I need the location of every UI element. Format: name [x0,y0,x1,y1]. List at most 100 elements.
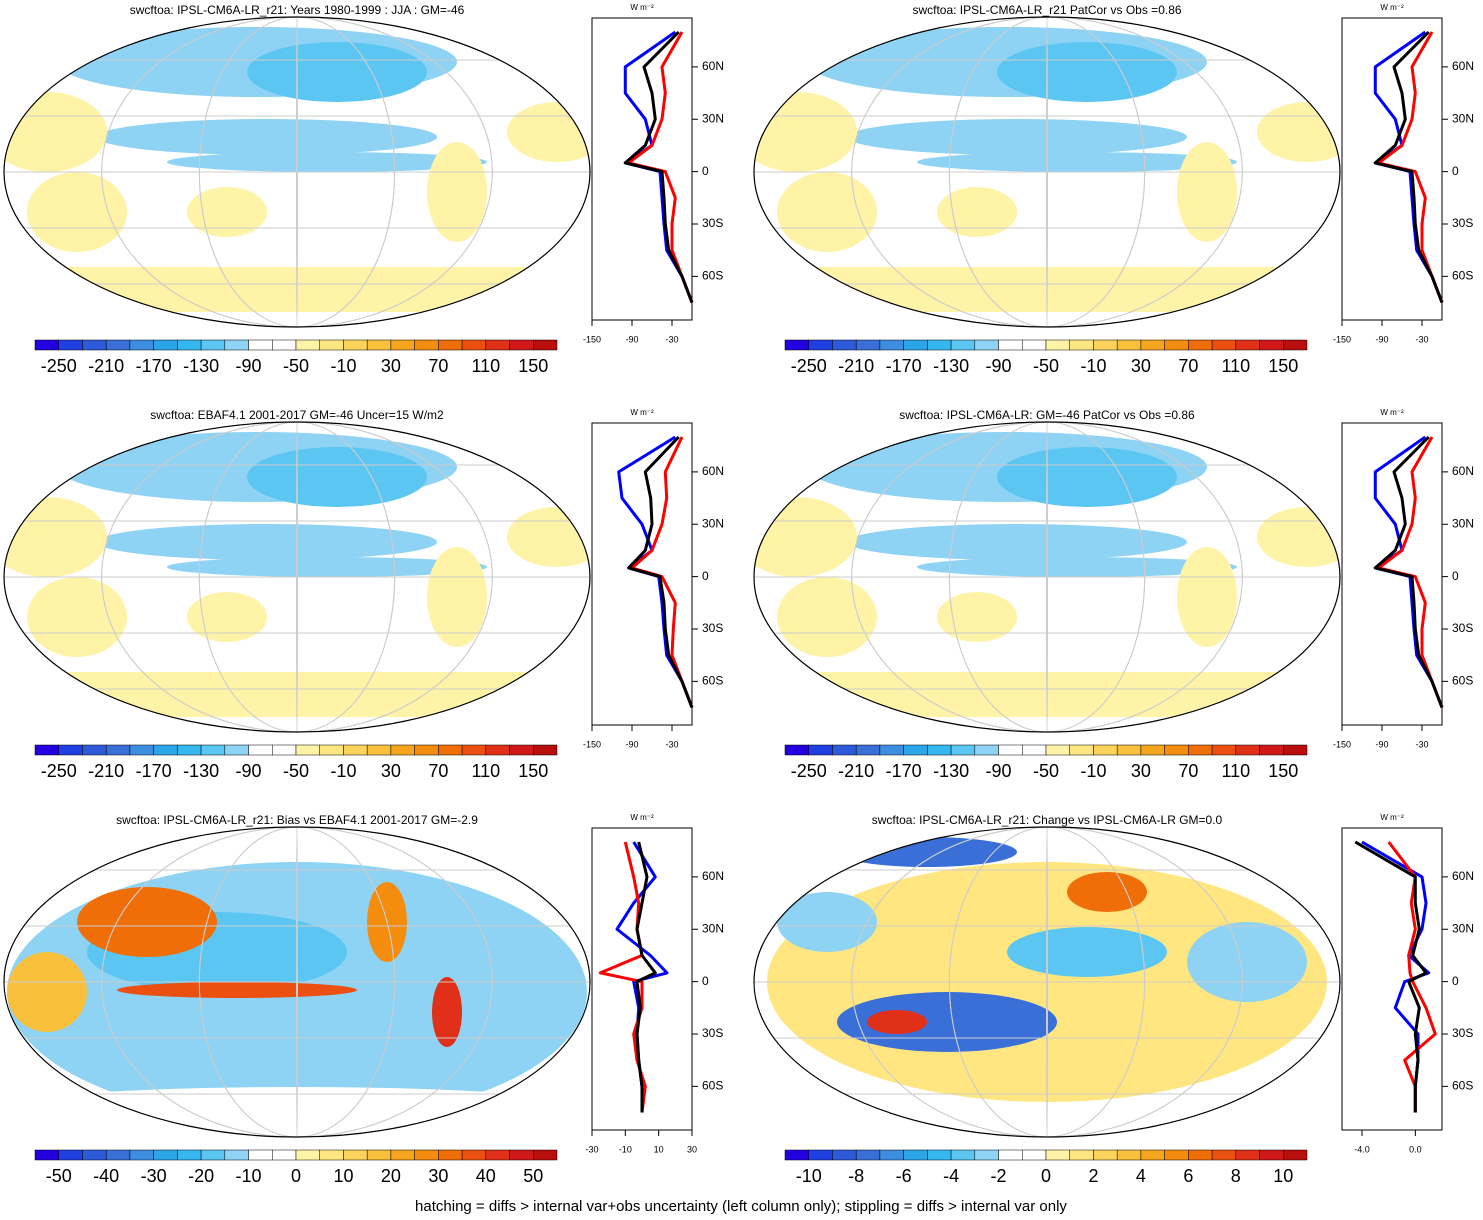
map-field [247,447,427,507]
colorbar-label: -10 [330,356,356,376]
colorbar-swatch [1164,339,1189,351]
colorbar-swatch [129,1149,154,1161]
colorbar-label: 110 [471,356,500,376]
colorbar-label: -250 [41,761,77,781]
colorbar-swatch [832,339,857,351]
y-tick-label: 30N [1452,516,1474,530]
colorbar-label: -6 [896,1166,912,1186]
graticule [198,17,396,327]
colorbar-swatch [319,1149,344,1161]
colorbar-swatch [1211,1149,1237,1161]
colorbar-swatch [105,744,131,756]
colorbar-swatch [200,1149,226,1161]
y-tick-label: 30N [702,516,724,530]
x-tick-label: -90 [1375,739,1388,749]
map-outline [3,16,591,328]
colorbar-label: 0 [1041,1166,1051,1186]
colorbar-swatch [438,339,463,351]
colorbar-swatch [832,744,857,756]
colorbar-swatch [1022,744,1047,756]
profile-frame [591,422,693,726]
colorbar-swatch [533,339,558,351]
colorbar-swatch [153,1149,178,1161]
colorbar-swatch [295,1149,320,1161]
colorbar-swatch [1259,1149,1284,1161]
colorbar-label: 10 [1273,1166,1293,1186]
colorbar-swatch [58,744,83,756]
colorbar-swatch [1235,744,1260,756]
map-field [1187,922,1307,1002]
map-field [837,992,1057,1052]
graticule [101,827,493,1137]
colorbar-swatch [248,1149,273,1161]
map [754,17,1340,327]
map-field [937,592,1017,642]
map-field [427,142,487,242]
x-tick-label: -10 [619,1144,632,1154]
map-field [917,557,1237,577]
colorbar-swatch [200,339,226,351]
graticule [1046,827,1048,1137]
colorbar-label: -250 [791,356,827,376]
panel-title: swcftoa: EBAF4.1 2001-2017 GM=-46 Uncer=… [150,408,444,422]
colorbar-swatch [82,339,107,351]
colorbar-label: -250 [41,356,77,376]
colorbar-swatch [784,339,809,351]
map-field [917,152,1237,172]
colorbar-swatch [1283,744,1308,756]
y-tick-label: 30S [1452,1026,1473,1040]
colorbar-swatch [295,744,320,756]
colorbar-swatch [1259,339,1284,351]
colorbar-swatch [1211,339,1237,351]
colorbar-label: -50 [283,761,309,781]
map-field [77,887,217,957]
colorbar-swatch [808,339,833,351]
colorbar-swatch [58,339,83,351]
colorbar-label: 4 [1136,1166,1146,1186]
colorbar-swatch [855,1149,881,1161]
colorbar-swatch [1140,339,1165,351]
y-tick-label: 0 [1452,569,1459,583]
y-tick-label: 60N [702,869,724,883]
x-tick-label: -150 [1333,739,1351,749]
colorbar-swatch [998,1149,1023,1161]
colorbar-swatch [1283,1149,1308,1161]
colorbar-swatch [974,339,999,351]
y-tick-label: 30S [1452,216,1473,230]
colorbar-swatch [974,1149,999,1161]
colorbar-swatch [1093,744,1118,756]
panel-title: swcftoa: IPSL-CM6A-LR_r21: Change vs IPS… [872,813,1223,827]
map-field [97,119,437,155]
colorbar-swatch [461,744,487,756]
profile-line [617,435,694,709]
colorbar-label: -10 [330,761,356,781]
y-tick-label: 0 [702,164,709,178]
map [4,17,590,327]
graticule [198,422,396,732]
colorbar-label: -210 [838,761,874,781]
panel-title: swcftoa: IPSL-CM6A-LR: GM=-46 PatCor vs … [899,408,1195,422]
colorbar-label: -4 [943,1166,959,1186]
map-outline [3,421,591,733]
colorbar-swatch [879,1149,904,1161]
colorbar-swatch [808,744,833,756]
y-tick-label: 60N [1452,464,1474,478]
y-tick-label: 60S [702,674,723,688]
map-outline [3,826,591,1138]
colorbar-swatch [153,744,178,756]
colorbar-swatch [855,744,881,756]
colorbar-label: -30 [141,1166,167,1186]
colorbar-swatch [533,744,558,756]
colorbar-label: -10 [1080,356,1106,376]
panel: swcftoa: IPSL-CM6A-LR_r21: Change vs IPS… [753,813,1474,1186]
y-tick-label: 60S [1452,269,1473,283]
y-tick-label: 30N [1452,921,1474,935]
profile-line [1354,840,1428,1113]
colorbar-label: -210 [88,761,124,781]
colorbar-label: 6 [1183,1166,1193,1186]
map-field [1067,872,1147,912]
colorbar-swatch [343,1149,368,1161]
colorbar-swatch [1211,744,1237,756]
colorbar-swatch [998,339,1023,351]
colorbar-swatch [485,744,510,756]
